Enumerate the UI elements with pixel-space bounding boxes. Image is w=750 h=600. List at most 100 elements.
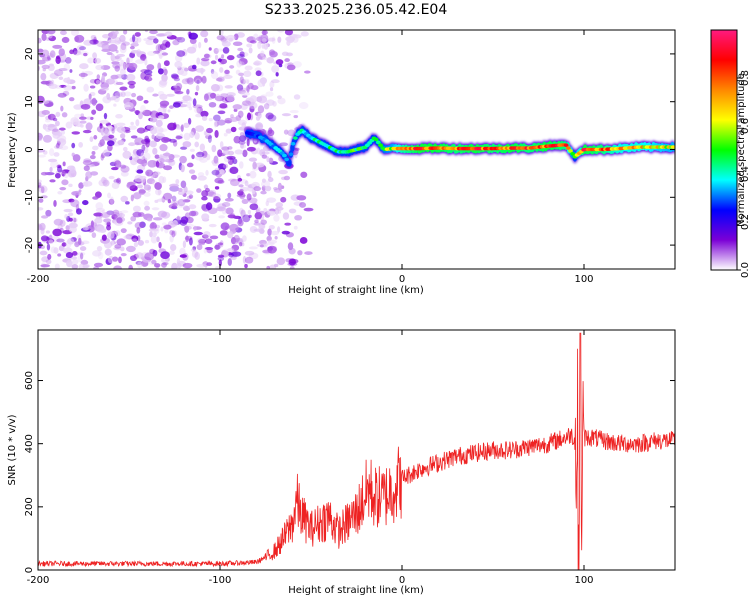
noise-speckle: [143, 191, 151, 197]
noise-speckle: [71, 264, 79, 269]
noise-speckle: [193, 75, 203, 84]
noise-speckle: [89, 155, 96, 160]
noise-speckle: [81, 240, 90, 245]
noise-speckle: [223, 74, 233, 79]
noise-speckle: [249, 105, 255, 113]
noise-speckle: [168, 250, 175, 255]
noise-speckle: [200, 110, 209, 118]
noise-speckle: [254, 211, 263, 220]
noise-speckle: [228, 178, 236, 182]
noise-speckle: [201, 75, 207, 84]
noise-speckle: [243, 70, 252, 78]
noise-speckle: [145, 76, 153, 82]
noise-speckle: [42, 123, 47, 130]
noise-speckle: [188, 106, 193, 111]
noise-speckle: [277, 36, 282, 43]
noise-speckle: [189, 148, 195, 152]
noise-speckle: [83, 39, 94, 46]
noise-speckle: [304, 251, 313, 255]
y-tick-label: -20: [24, 237, 35, 253]
noise-speckle: [186, 162, 194, 168]
noise-speckle: [239, 242, 243, 247]
noise-speckle: [171, 195, 177, 202]
noise-speckle: [197, 175, 207, 181]
noise-speckle: [240, 209, 246, 218]
noise-speckle: [59, 186, 67, 191]
noise-speckle: [196, 244, 203, 251]
noise-speckle: [69, 69, 73, 73]
noise-speckle: [57, 92, 67, 98]
noise-speckle: [61, 179, 69, 186]
noise-speckle: [116, 126, 126, 134]
colorbar-tick-label: 0.8: [740, 70, 750, 86]
noise-speckle: [264, 185, 272, 192]
noise-speckle: [83, 83, 89, 92]
snr-frame: [37, 329, 676, 571]
noise-speckle: [194, 141, 200, 148]
noise-speckle: [116, 238, 127, 246]
noise-speckle: [186, 101, 192, 108]
noise-speckle: [201, 234, 209, 239]
noise-speckle: [158, 54, 163, 59]
noise-speckle: [257, 112, 262, 119]
noise-speckle: [156, 198, 166, 202]
noise-speckle: [173, 230, 177, 236]
noise-speckle: [200, 30, 209, 38]
noise-speckle: [153, 263, 161, 268]
noise-speckle: [217, 242, 224, 246]
noise-speckle: [226, 55, 235, 61]
noise-speckle: [289, 258, 299, 264]
noise-speckle: [217, 58, 222, 63]
noise-speckle: [116, 39, 127, 44]
noise-speckle: [38, 136, 43, 142]
noise-speckle: [120, 42, 127, 51]
noise-speckle: [54, 263, 60, 269]
noise-speckle: [204, 187, 210, 193]
noise-speckle: [122, 41, 130, 46]
noise-speckle: [67, 238, 75, 245]
noise-speckle: [109, 196, 114, 205]
snr-x-label: Height of straight line (km): [288, 585, 424, 596]
noise-speckle: [240, 79, 246, 85]
noise-speckle: [155, 162, 166, 169]
noise-speckle: [157, 210, 168, 218]
noise-speckle: [241, 100, 252, 106]
noise-speckle: [201, 196, 208, 201]
noise-speckle: [152, 173, 159, 178]
noise-speckle: [186, 77, 194, 85]
noise-speckle: [96, 225, 107, 234]
noise-speckle: [65, 240, 72, 249]
noise-speckle: [239, 132, 245, 137]
noise-speckle: [265, 91, 274, 97]
noise-speckle: [186, 216, 194, 224]
noise-speckle: [126, 57, 130, 65]
noise-speckle: [144, 58, 148, 66]
noise-speckle: [43, 100, 50, 105]
ridge-core-mark: [565, 146, 571, 150]
noise-speckle: [212, 114, 221, 122]
noise-speckle: [191, 154, 195, 160]
x-tick-label: 0: [399, 274, 405, 285]
noise-speckle: [223, 132, 228, 137]
noise-speckle: [236, 239, 244, 245]
noise-speckle: [261, 185, 267, 192]
noise-speckle: [195, 78, 202, 85]
noise-speckle: [294, 214, 303, 221]
noise-speckle: [162, 262, 169, 266]
noise-speckle: [258, 35, 263, 41]
noise-speckle: [143, 184, 152, 191]
noise-speckle: [83, 98, 93, 106]
noise-speckle: [71, 131, 81, 135]
noise-speckle: [59, 145, 69, 151]
noise-speckle: [140, 54, 147, 61]
noise-speckle: [61, 112, 68, 118]
noise-speckle: [119, 86, 128, 91]
noise-speckle: [54, 172, 61, 179]
noise-speckle: [300, 31, 309, 37]
noise-speckle: [226, 155, 236, 160]
noise-speckle: [209, 92, 217, 99]
noise-speckle: [38, 179, 43, 184]
noise-speckle: [43, 150, 48, 155]
noise-speckle: [143, 69, 153, 75]
noise-speckle: [239, 61, 245, 67]
